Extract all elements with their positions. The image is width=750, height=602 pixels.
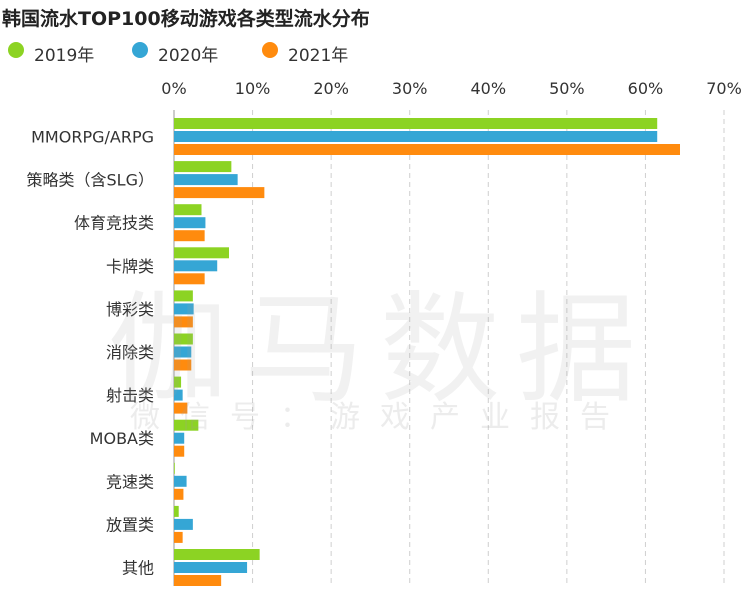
category-label: 放置类 [106,515,154,534]
category-label: 策略类（含SLG） [27,171,154,190]
bar [174,273,205,285]
bar [174,131,658,142]
category-label: 体育竞技类 [74,214,154,233]
legend-swatch-2019 [8,42,24,58]
bar [174,230,205,242]
x-tick-label: 10% [235,79,271,98]
bar [174,174,238,186]
category-label: 博彩类 [106,300,154,319]
bar [174,376,182,388]
x-tick-label: 40% [471,79,507,98]
bar [174,562,248,573]
bar [174,333,193,345]
bar [174,359,192,371]
bar [174,505,179,517]
bar [174,303,194,315]
bar [174,204,202,216]
bar [174,462,175,474]
x-tick-label: 0% [161,79,186,98]
legend-label-2020: 2020年 [158,46,219,66]
chart-title: 韩国流水TOP100移动游戏各类型流水分布 [2,8,370,30]
bar [174,346,192,358]
category-label: 卡牌类 [106,257,154,276]
bar [174,575,222,586]
x-tick-label: 60% [628,79,664,98]
bar [174,432,185,444]
bar [174,161,232,173]
bar [174,518,193,530]
bar [174,389,183,401]
bar [174,419,199,431]
category-label: MOBA类 [90,429,154,448]
bar [174,549,260,560]
x-tick-label: 30% [392,79,428,98]
bar [174,290,193,302]
category-label: 射击类 [106,386,154,405]
bar [174,316,193,328]
legend-swatch-2021 [262,42,278,58]
bar [174,187,265,199]
x-tick-label: 70% [706,79,742,98]
legend-label-2021: 2021年 [288,46,349,66]
bar [174,247,229,259]
category-label: 消除类 [106,343,154,362]
legend-swatch-2020 [132,42,148,58]
x-tick-label: 50% [549,79,585,98]
x-tick-label: 20% [313,79,349,98]
bar [174,445,185,457]
bar [174,488,184,500]
bar [174,402,188,414]
bar [174,531,183,543]
bar [174,144,680,155]
legend-label-2019: 2019年 [34,46,95,66]
bar [174,475,187,487]
bar [174,260,218,272]
bar [174,217,206,229]
category-label: MMORPG/ARPG [31,128,154,147]
category-label: 竞速类 [106,472,154,491]
category-label: 其他 [122,559,154,578]
bar [174,118,658,129]
